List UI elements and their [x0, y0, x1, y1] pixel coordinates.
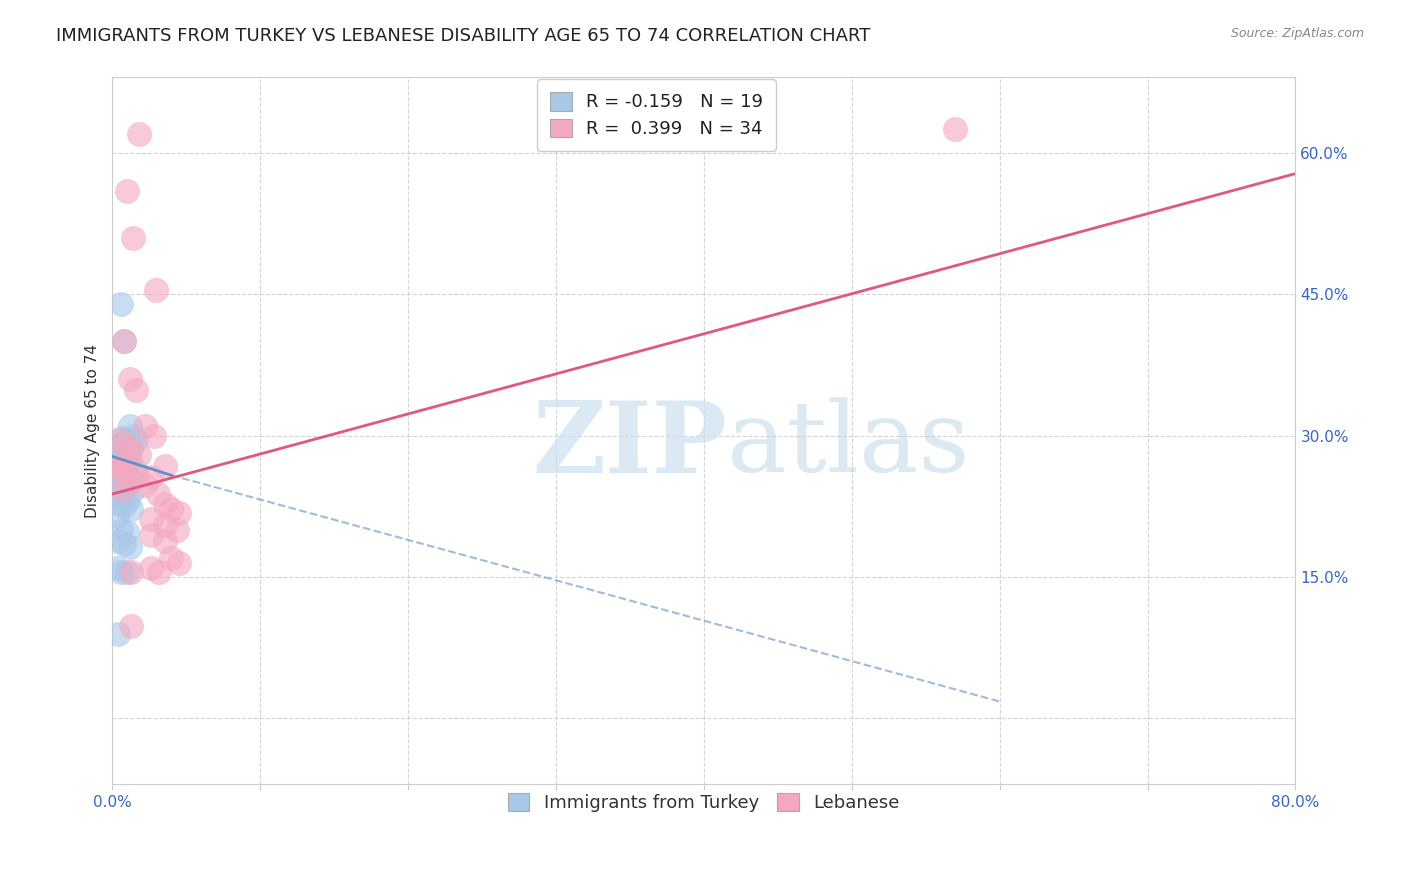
Point: [115, 481, 138, 495]
Point: [155, 534, 177, 549]
Point: [120, 566, 142, 580]
Point: [121, 230, 143, 244]
Point: [128, 448, 150, 462]
Point: [115, 434, 138, 448]
Point: [139, 511, 162, 525]
Point: [108, 496, 131, 510]
Point: [108, 434, 131, 448]
Point: [115, 524, 138, 539]
Point: [134, 477, 156, 491]
Text: atlas: atlas: [727, 397, 970, 493]
Point: [146, 487, 169, 501]
Point: [110, 566, 132, 580]
Point: [160, 502, 183, 516]
Point: [104, 443, 127, 458]
Point: [112, 451, 135, 466]
Point: [943, 122, 966, 136]
Point: [111, 457, 134, 471]
Point: [112, 537, 135, 551]
Point: [107, 461, 129, 475]
Point: [128, 127, 150, 141]
Point: [112, 500, 135, 514]
Point: [117, 492, 139, 507]
Point: [120, 619, 142, 633]
Point: [112, 334, 135, 349]
Point: [121, 428, 143, 442]
Point: [155, 458, 177, 473]
Point: [115, 184, 138, 198]
Point: [112, 465, 135, 479]
Point: [117, 458, 139, 473]
Point: [127, 468, 149, 483]
Point: [120, 502, 142, 516]
Point: [107, 626, 129, 640]
Text: IMMIGRANTS FROM TURKEY VS LEBANESE DISABILITY AGE 65 TO 74 CORRELATION CHART: IMMIGRANTS FROM TURKEY VS LEBANESE DISAB…: [56, 27, 870, 45]
Point: [110, 523, 132, 537]
Point: [110, 431, 132, 445]
Point: [118, 419, 141, 434]
Point: [134, 419, 156, 434]
Point: [105, 560, 128, 574]
Point: [105, 455, 128, 469]
Point: [111, 490, 134, 504]
Point: [148, 566, 170, 580]
Point: [139, 470, 162, 484]
Point: [118, 453, 141, 467]
Point: [114, 438, 136, 452]
Point: [160, 551, 183, 566]
Y-axis label: Disability Age 65 to 74: Disability Age 65 to 74: [86, 344, 100, 518]
Point: [111, 438, 134, 452]
Point: [107, 534, 129, 549]
Point: [124, 461, 146, 475]
Point: [108, 445, 131, 459]
Point: [142, 428, 165, 442]
Point: [145, 283, 167, 297]
Point: [110, 296, 132, 310]
Point: [111, 483, 134, 498]
Point: [115, 566, 138, 580]
Point: [120, 440, 142, 454]
Point: [155, 518, 177, 533]
Point: [120, 442, 142, 457]
Point: [108, 468, 131, 483]
Point: [105, 475, 128, 490]
Point: [110, 477, 132, 491]
Point: [139, 527, 162, 541]
Text: Source: ZipAtlas.com: Source: ZipAtlas.com: [1230, 27, 1364, 40]
Point: [167, 506, 190, 520]
Legend: Immigrants from Turkey, Lebanese: Immigrants from Turkey, Lebanese: [495, 780, 912, 825]
Point: [107, 438, 129, 452]
Point: [166, 523, 188, 537]
Point: [167, 556, 190, 570]
Text: ZIP: ZIP: [533, 397, 727, 493]
Point: [121, 483, 143, 498]
Point: [139, 560, 162, 574]
Point: [155, 496, 177, 510]
Point: [125, 384, 148, 398]
Point: [114, 471, 136, 485]
Point: [111, 457, 134, 471]
Point: [125, 434, 148, 448]
Point: [120, 474, 142, 488]
Point: [118, 372, 141, 386]
Point: [115, 458, 138, 473]
Point: [105, 508, 128, 523]
Point: [118, 540, 141, 554]
Point: [112, 334, 135, 349]
